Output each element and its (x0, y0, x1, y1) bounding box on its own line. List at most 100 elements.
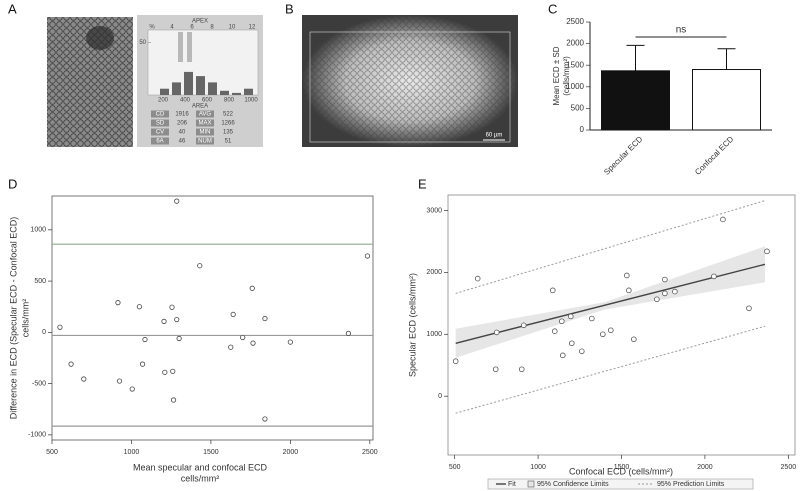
table-cell: 522 (223, 112, 234, 118)
panel-label: D (8, 176, 17, 191)
y-tick-label: 2000 (566, 39, 584, 48)
point (115, 300, 121, 306)
roi-frame (309, 31, 511, 143)
x-tick-label: 2000 (283, 449, 299, 456)
y-tick-label: 0 (438, 393, 442, 400)
y-tick-label: 0 (580, 125, 585, 134)
point (549, 287, 556, 294)
highlight-bar (187, 32, 192, 62)
table-cell: NUM (198, 139, 212, 145)
table-key-cell (196, 119, 214, 127)
point (250, 340, 256, 346)
prediction-upper (455, 200, 766, 294)
table-cell: CD (156, 112, 165, 118)
point (631, 336, 637, 343)
area-tick: 600 (202, 98, 213, 104)
point (452, 358, 459, 365)
point (711, 273, 717, 280)
x-tick-label: 2500 (362, 449, 378, 456)
point (551, 328, 558, 334)
legend-label: 95% Confidence Limits (537, 481, 609, 488)
area-tick: 1000 (244, 98, 258, 104)
table-cell: AVG (199, 112, 212, 118)
point (654, 296, 660, 303)
point (81, 376, 87, 382)
area-label: AREA (192, 104, 208, 110)
y-tick-label: 1000 (30, 227, 46, 234)
point (249, 285, 255, 291)
point (662, 290, 668, 297)
y-tick-label: 1500 (566, 60, 584, 69)
y-tick-label: 500 (34, 278, 46, 285)
y-tick-label: 500 (571, 104, 585, 113)
x-tick-label: 2000 (697, 464, 713, 471)
x-tick-label: 1000 (530, 464, 546, 471)
hist-bar (160, 88, 169, 95)
point (567, 313, 574, 320)
y-tick-label: 2500 (566, 17, 584, 26)
table-key-cell (151, 137, 169, 145)
report-header: APEX (192, 19, 208, 25)
point (662, 276, 668, 283)
hist-tick-label: 50 (139, 40, 146, 46)
point (764, 248, 770, 255)
table-cell: 6A (156, 139, 163, 145)
point (474, 275, 481, 282)
y-tick-label: 1000 (566, 82, 584, 91)
point (230, 311, 236, 318)
bar (692, 69, 761, 131)
point (162, 369, 168, 375)
point (600, 331, 606, 338)
y-axis-label: Difference in ECD (Specular ECD - Confoc… (8, 217, 18, 419)
point (57, 324, 63, 330)
prediction-lower (455, 325, 766, 414)
point (136, 304, 143, 310)
table-key-cell (196, 128, 214, 136)
point (746, 305, 752, 312)
scale-bar-label: 60 µm (486, 133, 503, 139)
point (170, 368, 176, 374)
point (345, 330, 351, 336)
point (608, 327, 614, 334)
top-scale: 8 (210, 25, 214, 31)
dark-spot (86, 26, 114, 50)
point (568, 340, 575, 347)
table-key-cell (196, 110, 214, 118)
legend-label: Fit (508, 481, 516, 488)
point (364, 253, 371, 259)
point (287, 339, 293, 345)
point (169, 304, 175, 310)
point (559, 352, 566, 359)
x-tick-label: Confocal ECD (693, 134, 735, 176)
y-axis-label: Mean ECD ± SD (552, 46, 561, 105)
table-cell: MAX (198, 121, 211, 127)
table-cell: MIN (200, 130, 211, 136)
y-axis-label: (cells/mm²) (562, 56, 571, 96)
legend-frame (487, 478, 754, 490)
hist-bar (196, 76, 205, 95)
hist-bar (184, 71, 193, 95)
point (176, 335, 182, 342)
top-scale: 6 (190, 25, 194, 31)
panel-label: A (8, 1, 17, 16)
table-cell: 51 (225, 139, 232, 145)
point (626, 287, 632, 294)
table-cell: 46 (179, 139, 186, 145)
point (129, 386, 135, 392)
top-scale: 10 (229, 25, 236, 31)
panel-label: B (285, 1, 294, 16)
hist-bar (244, 88, 253, 95)
table-key-cell (196, 137, 214, 145)
point (197, 263, 203, 269)
confidence-band (455, 246, 765, 358)
y-tick-label: -1000 (28, 432, 46, 439)
point (518, 366, 525, 373)
point (262, 416, 268, 422)
legend-swatch (527, 480, 535, 488)
x-axis-label: Confocal ECD (cells/mm²) (569, 466, 673, 476)
table-cell: SD (156, 121, 165, 127)
table-cell: 135 (223, 130, 234, 136)
top-scale: 4 (170, 25, 174, 31)
point (672, 288, 678, 295)
area-tick: 800 (224, 98, 235, 104)
